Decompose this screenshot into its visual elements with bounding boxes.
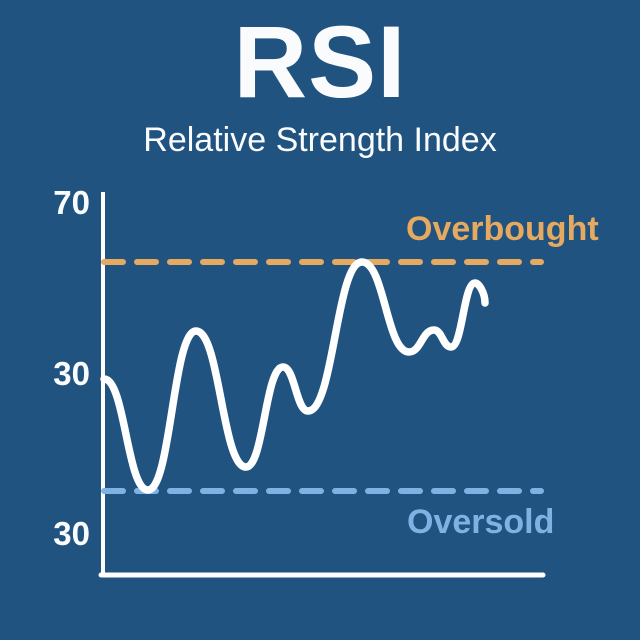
page-subtitle: Relative Strength Index bbox=[143, 121, 497, 159]
overbought-label: Overbought bbox=[406, 210, 599, 248]
oversold-label: Oversold bbox=[407, 503, 555, 541]
y-tick-30-bottom: 30 bbox=[53, 515, 90, 552]
rsi-series-curve bbox=[100, 258, 489, 494]
page-title: RSI bbox=[233, 5, 407, 119]
y-tick-30-mid: 30 bbox=[53, 355, 90, 392]
y-tick-70: 70 bbox=[53, 184, 90, 221]
